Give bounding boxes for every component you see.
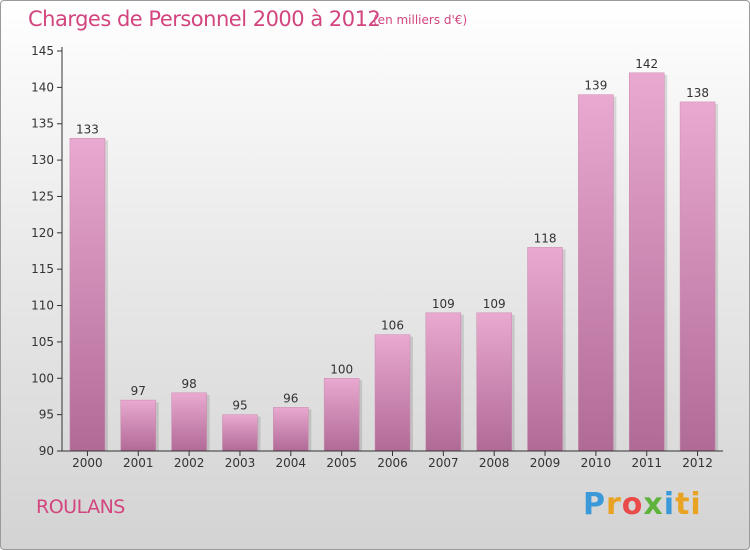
value-label: 106 <box>381 319 404 333</box>
bar <box>578 94 614 452</box>
commune-name: ROULANS <box>36 496 125 518</box>
value-label: 142 <box>635 57 658 71</box>
proxiti-logo: Proxiti <box>583 487 702 522</box>
y-tick-label: 140 <box>31 80 54 94</box>
value-label: 100 <box>330 362 353 376</box>
chart-title: Charges de Personnel 2000 à 2012 <box>28 7 381 31</box>
value-label: 139 <box>584 79 607 93</box>
x-tick-label: 2010 <box>581 456 612 470</box>
y-tick-label: 125 <box>31 189 54 203</box>
logo-letter: r <box>606 487 622 522</box>
logo-letter: P <box>583 487 606 522</box>
chart-subtitle: (en milliers d'€) <box>373 13 468 27</box>
y-tick-label: 110 <box>31 299 54 313</box>
x-tick-label: 2006 <box>377 456 408 470</box>
x-tick-label: 2007 <box>428 456 459 470</box>
x-tick-label: 2000 <box>72 456 103 470</box>
y-tick-label: 115 <box>31 262 54 276</box>
logo-letter: o <box>621 487 644 522</box>
logo-letter: ti <box>675 487 702 522</box>
bar <box>69 138 106 452</box>
bar <box>171 392 207 452</box>
bar <box>273 407 309 452</box>
value-label: 138 <box>686 86 709 100</box>
x-tick-label: 2011 <box>631 456 662 470</box>
bar <box>527 247 563 452</box>
value-label: 133 <box>76 122 99 136</box>
y-tick-label: 100 <box>31 371 54 385</box>
bar <box>476 312 512 452</box>
y-tick-label: 130 <box>31 153 54 167</box>
value-label: 109 <box>483 297 506 311</box>
x-tick-label: 2003 <box>225 456 256 470</box>
value-label: 96 <box>283 391 298 405</box>
value-label: 95 <box>232 399 247 413</box>
y-tick-label: 95 <box>39 408 54 422</box>
x-tick-label: 2012 <box>682 456 713 470</box>
bar <box>120 399 157 452</box>
value-label: 118 <box>534 231 557 245</box>
bar <box>425 312 462 452</box>
logo-letter: i <box>663 487 676 522</box>
x-tick-label: 2008 <box>479 456 510 470</box>
bar <box>628 72 665 452</box>
value-label: 109 <box>432 297 455 311</box>
x-tick-label: 2001 <box>123 456 154 470</box>
logo-letter: x <box>643 487 664 522</box>
bar <box>374 334 411 452</box>
bar <box>222 414 258 452</box>
x-tick-label: 2004 <box>276 456 307 470</box>
y-tick-label: 145 <box>31 44 54 58</box>
y-tick-label: 90 <box>39 444 54 458</box>
x-tick-label: 2005 <box>326 456 357 470</box>
y-tick-label: 120 <box>31 226 54 240</box>
y-tick-label: 135 <box>31 117 54 131</box>
bar <box>679 101 716 452</box>
y-tick-label: 105 <box>31 335 54 349</box>
x-tick-label: 2009 <box>530 456 561 470</box>
bar <box>323 378 360 452</box>
value-label: 98 <box>181 377 196 391</box>
value-label: 97 <box>131 384 146 398</box>
x-tick-label: 2002 <box>174 456 205 470</box>
